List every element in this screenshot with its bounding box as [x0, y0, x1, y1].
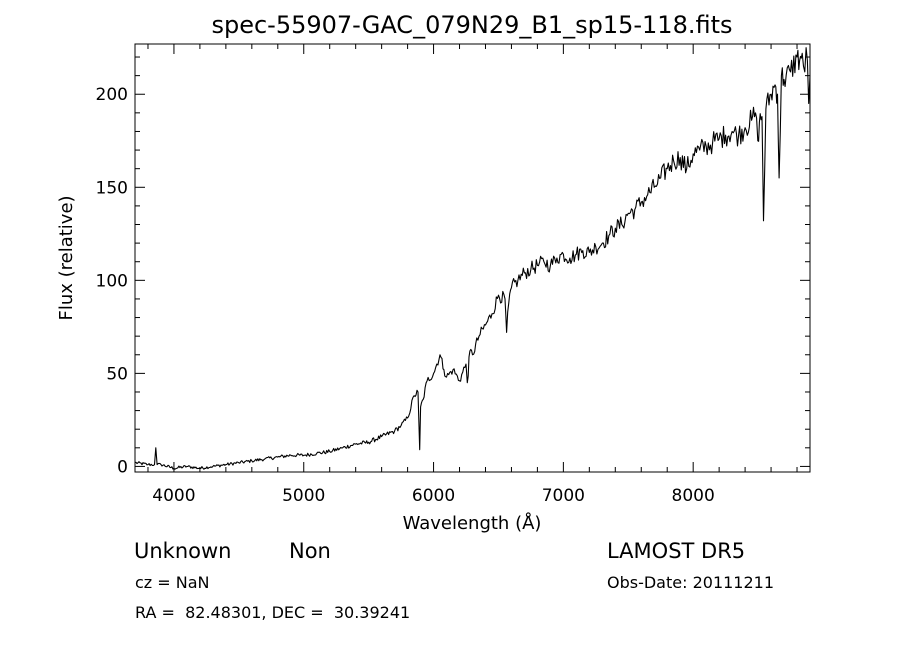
- y-tick-label: 0: [117, 457, 128, 477]
- survey-name: LAMOST DR5: [607, 539, 746, 563]
- plot-frame: [134, 43, 811, 473]
- x-axis-label: Wavelength (Å): [403, 512, 542, 534]
- coordinates: RA = 82.48301, DEC = 30.39241: [135, 603, 411, 622]
- y-tick-label: 150: [96, 178, 128, 198]
- x-axis-ticks: [147, 44, 798, 472]
- x-axis-tick-labels: 4000 5000 6000 7000 8000: [152, 486, 714, 506]
- y-tick-label: 200: [96, 85, 128, 105]
- x-tick-label: 4000: [152, 486, 195, 506]
- chart-title: spec-55907-GAC_079N29_B1_sp15-118.fits: [211, 11, 732, 39]
- y-tick-label: 100: [96, 271, 128, 291]
- x-tick-label: 6000: [412, 486, 455, 506]
- y-axis-ticks: [135, 56, 810, 467]
- y-axis-tick-labels: 0 50 100 150 200: [96, 85, 128, 477]
- observation-date: Obs-Date: 20111211: [607, 573, 775, 592]
- object-class: Unknown: [134, 539, 232, 563]
- x-tick-label: 5000: [282, 486, 325, 506]
- y-tick-label: 50: [106, 364, 128, 384]
- y-axis-label: Flux (relative): [56, 195, 77, 320]
- redshift-cz: cz = NaN: [135, 573, 210, 592]
- x-tick-label: 7000: [542, 486, 585, 506]
- object-subclass: Non: [289, 539, 331, 563]
- spectrum-line: [134, 47, 811, 470]
- x-tick-label: 8000: [672, 486, 715, 506]
